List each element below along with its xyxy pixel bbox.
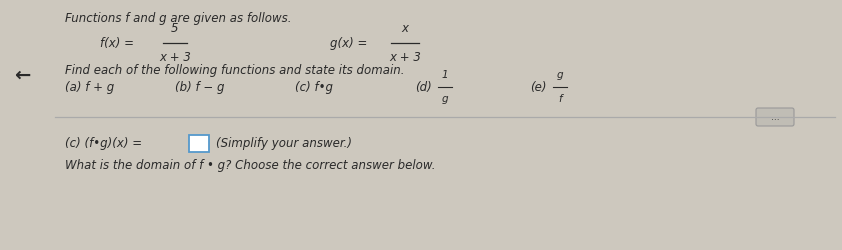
FancyBboxPatch shape xyxy=(756,108,794,126)
Text: ←: ← xyxy=(13,66,30,84)
Text: ...: ... xyxy=(770,112,780,122)
Text: g: g xyxy=(557,70,563,80)
Text: x + 3: x + 3 xyxy=(159,51,191,64)
Text: (c) f•g: (c) f•g xyxy=(295,80,333,94)
Text: 1: 1 xyxy=(442,70,448,80)
Text: (c) (f•g)(x) =: (c) (f•g)(x) = xyxy=(65,137,142,150)
Text: Functions f and g are given as follows.: Functions f and g are given as follows. xyxy=(65,12,291,25)
Text: (e): (e) xyxy=(530,80,546,94)
Text: f: f xyxy=(558,94,562,104)
Text: What is the domain of f • g? Choose the correct answer below.: What is the domain of f • g? Choose the … xyxy=(65,159,435,172)
Text: (Simplify your answer.): (Simplify your answer.) xyxy=(216,137,352,150)
Text: (d): (d) xyxy=(415,80,432,94)
Text: f(x) =: f(x) = xyxy=(100,36,134,50)
Text: 5: 5 xyxy=(171,22,179,35)
Text: (b) f − g: (b) f − g xyxy=(175,80,225,94)
Text: g: g xyxy=(442,94,448,104)
FancyBboxPatch shape xyxy=(189,135,209,152)
Text: g(x) =: g(x) = xyxy=(330,36,367,50)
Text: x + 3: x + 3 xyxy=(389,51,421,64)
Text: (a) f + g: (a) f + g xyxy=(65,80,115,94)
Text: x: x xyxy=(402,22,408,35)
Text: Find each of the following functions and state its domain.: Find each of the following functions and… xyxy=(65,64,404,77)
